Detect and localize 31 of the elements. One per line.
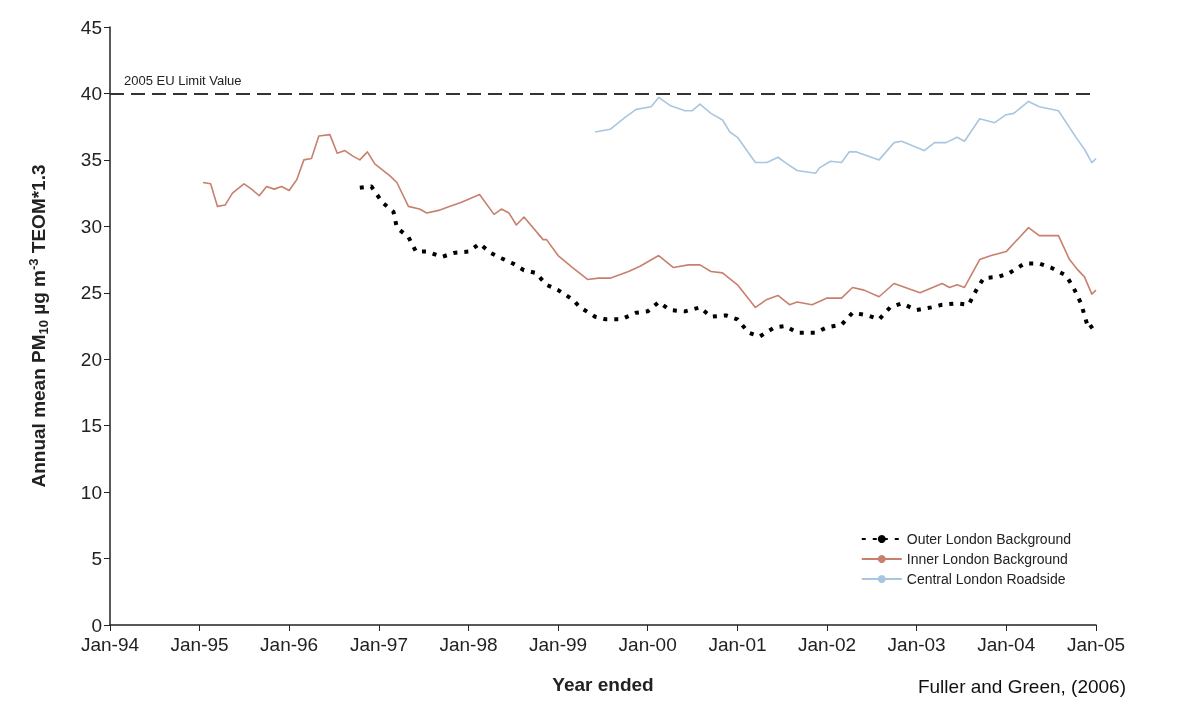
- ref-line-label: 2005 EU Limit Value: [124, 73, 242, 89]
- line-series: [594, 96, 1097, 174]
- legend-label: Inner London Background: [906, 551, 1068, 567]
- x-tick-label: Jan-97: [349, 634, 409, 655]
- x-tick-label: Jan-00: [618, 634, 677, 655]
- y-tick-label: 5: [91, 548, 102, 570]
- x-tick-label: Jan-96: [260, 634, 319, 655]
- x-tick-label: Jan-94: [80, 634, 140, 655]
- y-tick-label: 30: [80, 215, 102, 237]
- x-tick-label: Jan-99: [529, 634, 588, 655]
- text: Fuller and Green, (2006): [917, 676, 1127, 697]
- x-tick-label: Jan-98: [439, 634, 498, 655]
- y-tick-label: 40: [80, 82, 102, 104]
- x-tick-label: Jan-95: [170, 634, 229, 655]
- y-tick-label: 10: [80, 481, 102, 503]
- legend-label: Central London Roadside: [906, 571, 1066, 587]
- legend-label: Outer London Background: [906, 531, 1072, 547]
- y-tick-label: 35: [80, 149, 102, 171]
- x-tick-label: Jan-03: [887, 634, 946, 655]
- y-axis-title: Annual mean PM10 µg m-3 TEOM*1.3: [26, 164, 51, 488]
- x-axis-title: Year ended: [552, 674, 654, 695]
- y-tick-label: 0: [91, 614, 102, 636]
- x-tick-label: Jan-01: [708, 634, 767, 655]
- y-tick-label: 15: [80, 415, 102, 437]
- y-tick-label: 20: [80, 348, 102, 370]
- x-tick-label: Jan-02: [797, 634, 857, 655]
- y-tick-label: 45: [80, 16, 102, 38]
- x-tick-label: Jan-04: [977, 634, 1036, 655]
- y-tick-label: 25: [80, 282, 102, 304]
- line-series: [202, 133, 1097, 309]
- x-tick-label: Jan-05: [1066, 634, 1126, 655]
